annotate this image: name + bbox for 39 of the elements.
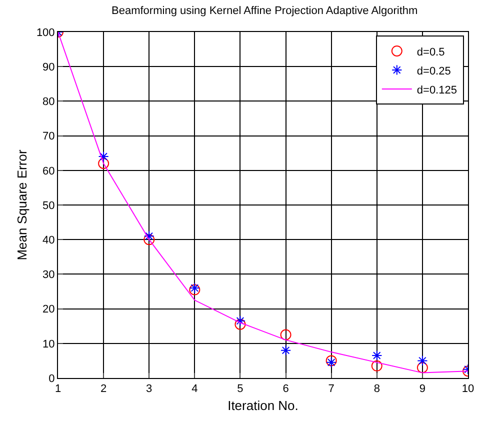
y-tick-label: 90	[42, 61, 55, 74]
point	[144, 234, 155, 246]
legend-label: d=0.125	[416, 84, 457, 96]
y-axis-title: Mean Square Error	[14, 149, 30, 260]
point	[98, 158, 110, 169]
point	[98, 151, 109, 162]
point	[280, 345, 292, 356]
x-tick-label: 1	[54, 383, 62, 396]
y-tick-label: 30	[42, 269, 55, 282]
y-tick-label: 60	[42, 165, 55, 178]
legend-label: d=0.25	[416, 65, 451, 78]
point	[371, 360, 382, 372]
y-tick-label: 20	[42, 304, 55, 316]
x-tick-label: 8	[374, 383, 380, 396]
point	[144, 230, 154, 242]
x-tick-label: 4	[192, 383, 198, 396]
x-tick-label: 2	[100, 383, 107, 396]
y-tick-label: 50	[42, 200, 55, 212]
x-tick-label: 6	[282, 383, 289, 396]
point	[417, 355, 428, 366]
point	[416, 362, 428, 374]
y-tick-label: 100	[36, 26, 55, 39]
y-tick-label: 10	[42, 338, 55, 350]
x-axis-title: Iteration No.	[228, 398, 298, 413]
point	[234, 316, 246, 326]
y-tick-label: 70	[42, 130, 55, 143]
chart-title: Beamforming using Kernel Affine Projection Adaptive Algorithm	[112, 5, 418, 18]
x-tick-label: 3	[146, 383, 152, 396]
point	[234, 318, 246, 330]
x-tick-label: 5	[237, 383, 244, 396]
x-tick-label: 7	[328, 383, 334, 396]
y-tick-label: 40	[42, 234, 55, 246]
y-tick-label: 80	[42, 96, 55, 108]
point	[372, 350, 382, 361]
legend-label: d=0.5	[416, 46, 445, 58]
y-tick-label: 0	[48, 372, 55, 385]
x-tick-label: 9	[419, 383, 426, 396]
x-tick-label: 10	[462, 383, 474, 396]
point	[280, 329, 292, 340]
